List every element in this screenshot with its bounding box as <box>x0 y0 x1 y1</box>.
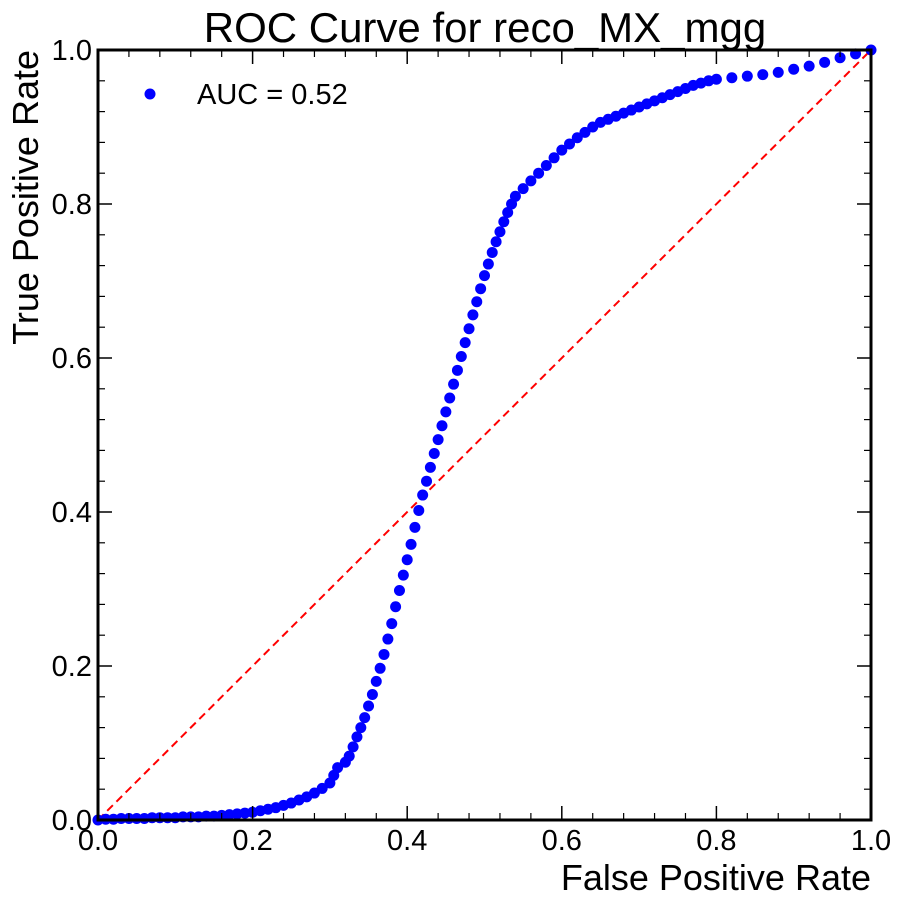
data-point <box>409 521 421 533</box>
data-point <box>819 56 831 68</box>
data-point <box>316 782 328 794</box>
data-point <box>405 538 417 550</box>
data-point <box>424 461 436 473</box>
y-axis-label: True Positive Rate <box>5 50 46 345</box>
data-point <box>564 138 576 150</box>
y-tick-label: 1.0 <box>52 35 92 67</box>
legend-label: AUC = 0.52 <box>197 79 348 111</box>
data-point <box>413 504 425 516</box>
data-point <box>533 167 545 179</box>
data-point <box>525 175 537 187</box>
x-tick-label: 0.2 <box>232 825 272 857</box>
data-point <box>471 296 483 308</box>
data-point <box>788 63 800 75</box>
data-point <box>579 126 591 138</box>
data-point <box>459 337 471 349</box>
x-tick-label: 0.4 <box>387 825 427 857</box>
data-point <box>710 73 722 85</box>
legend-marker <box>144 88 156 100</box>
y-tick-label: 0.4 <box>52 497 92 529</box>
data-point <box>467 309 479 321</box>
data-point <box>741 70 753 82</box>
data-point <box>436 420 448 432</box>
data-point <box>726 72 738 84</box>
data-point <box>772 66 784 78</box>
x-tick-label: 0.6 <box>542 825 582 857</box>
data-point <box>509 190 521 202</box>
data-point <box>498 216 510 228</box>
data-point <box>397 569 409 581</box>
reference-diagonal-line <box>97 49 872 821</box>
data-point <box>332 762 344 774</box>
data-point <box>421 475 433 487</box>
data-point <box>366 688 378 700</box>
data-point <box>370 675 382 687</box>
y-tick-label: 0.0 <box>52 805 92 837</box>
data-point <box>440 406 452 418</box>
data-point <box>479 270 490 282</box>
data-point <box>386 618 398 630</box>
data-point <box>834 52 846 64</box>
plot-frame <box>96 48 873 822</box>
y-tick-label: 0.6 <box>52 343 92 375</box>
data-point <box>757 69 769 81</box>
data-point <box>428 447 440 459</box>
data-point <box>517 183 529 195</box>
data-point <box>359 712 371 724</box>
data-point <box>378 648 390 660</box>
data-point <box>347 741 359 753</box>
y-tick-label: 0.8 <box>52 189 92 221</box>
legend: AUC = 0.52 <box>144 79 348 111</box>
data-point <box>556 144 568 156</box>
data-point <box>355 722 367 734</box>
x-tick-label: 0.0 <box>78 825 118 857</box>
x-tick-label: 1.0 <box>851 825 891 857</box>
data-point <box>374 662 386 674</box>
data-point <box>451 364 463 376</box>
data-point <box>803 60 815 72</box>
data-point <box>548 152 560 164</box>
data-point <box>463 323 475 335</box>
data-point <box>490 236 502 248</box>
data-point <box>363 700 375 712</box>
data-point <box>417 489 429 501</box>
data-point <box>494 226 506 238</box>
data-point <box>571 132 583 144</box>
data-point <box>486 247 498 259</box>
x-tick-label: 0.8 <box>696 825 736 857</box>
x-axis-label: False Positive Rate <box>561 857 871 898</box>
data-point <box>448 378 460 390</box>
data-point <box>475 283 487 295</box>
data-point <box>401 554 413 566</box>
data-point <box>351 731 363 743</box>
data-point <box>540 160 552 171</box>
data-point <box>390 601 402 613</box>
data-point <box>502 206 514 218</box>
data-point <box>444 392 456 404</box>
chart-title: ROC Curve for reco_MX_mgg <box>204 4 767 51</box>
data-point <box>343 750 355 762</box>
data-point <box>393 585 405 597</box>
data-point <box>382 633 394 645</box>
plot-area: 0.0 0.2 0.4 0.6 0.8 1.0 0.0 0.2 0.4 0.6 0.8 1.0 <box>52 35 891 857</box>
data-point <box>482 258 494 270</box>
data-point <box>432 434 444 446</box>
data-point <box>455 350 467 362</box>
y-tick-label: 0.2 <box>52 651 92 683</box>
